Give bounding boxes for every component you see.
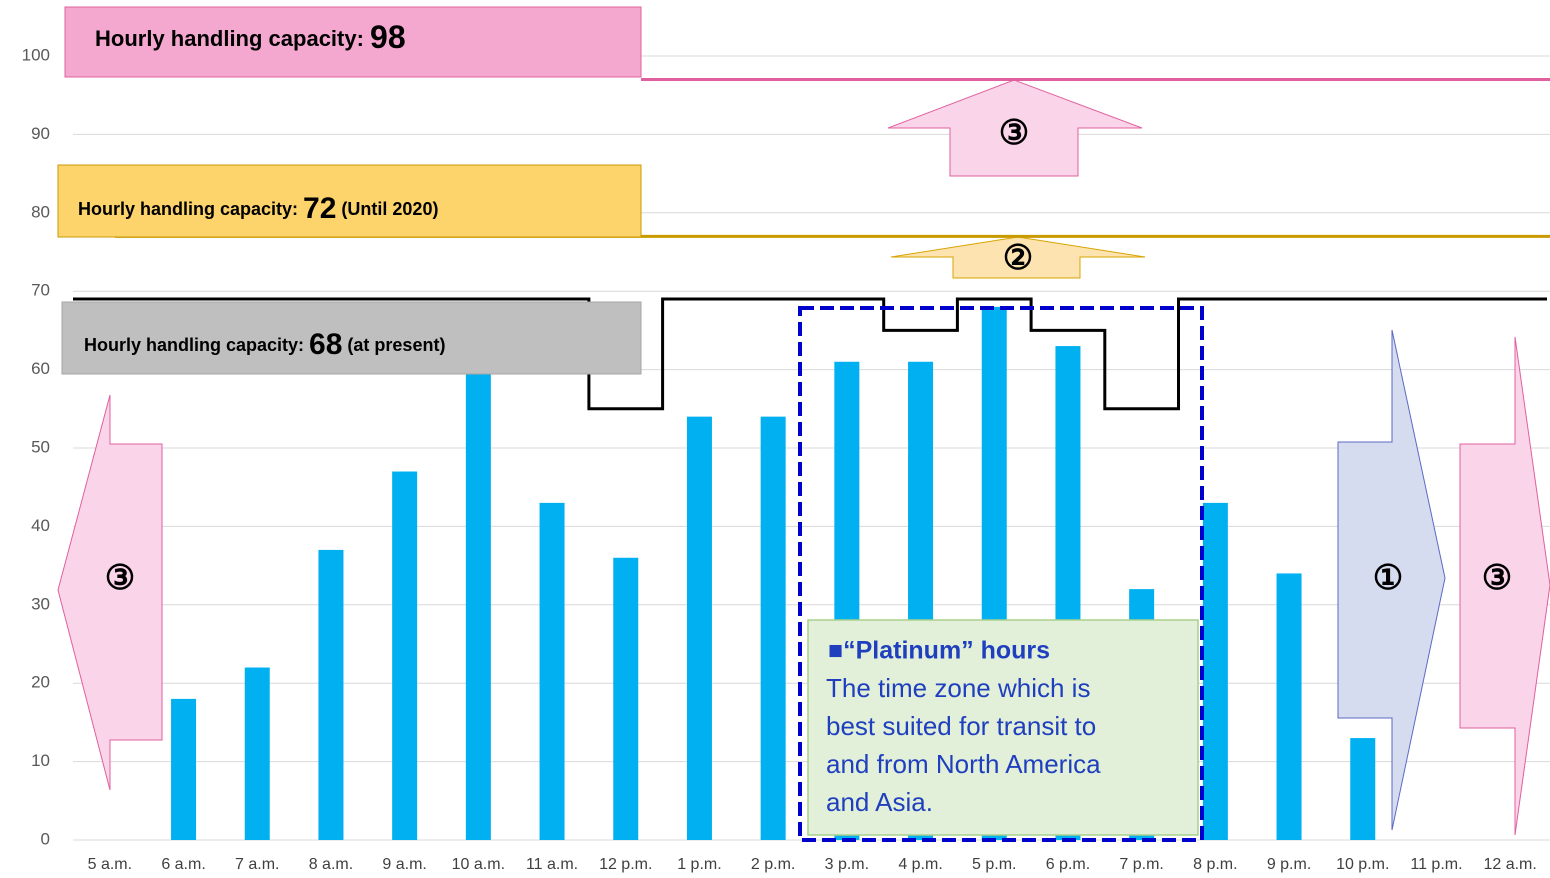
y-tick-label: 40: [31, 516, 50, 535]
y-tick-label: 30: [31, 594, 50, 613]
arrow-label: ③: [105, 559, 135, 597]
y-tick-label: 20: [31, 673, 50, 692]
x-tick-label: 6 a.m.: [161, 856, 205, 873]
y-tick-label: 50: [31, 437, 50, 456]
capacity-label-part: 68: [309, 328, 342, 361]
y-tick-label: 90: [31, 124, 50, 143]
arrow: [1337, 329, 1446, 831]
x-tick-label: 6 p.m.: [1046, 856, 1090, 873]
callout-line: best suited for transit to: [826, 711, 1096, 741]
bar: [760, 416, 786, 840]
y-tick-label: 0: [41, 829, 50, 848]
x-tick-label: 2 p.m.: [751, 856, 795, 873]
x-tick-label: 11 p.m.: [1410, 856, 1462, 873]
x-tick-label: 10 p.m.: [1336, 856, 1389, 873]
bar: [1202, 502, 1228, 840]
arrow-label: ③: [1482, 559, 1512, 597]
arrow-label: ③: [999, 114, 1029, 152]
capacity-label-part: (at present): [342, 335, 445, 355]
x-tick-label: 12 a.m.: [1483, 856, 1536, 873]
x-tick-label: 12 p.m.: [599, 856, 652, 873]
capacity-step-line: [73, 297, 1547, 411]
bar: [318, 549, 344, 840]
capacity-label: Hourly handling capacity: 72 (Until 2020…: [78, 192, 438, 225]
x-tick-label: 10 a.m.: [452, 856, 505, 873]
x-tick-label: 7 p.m.: [1119, 856, 1163, 873]
arrow: [1459, 336, 1550, 836]
x-tick-label: 5 p.m.: [972, 856, 1016, 873]
x-tick-label: 3 p.m.: [825, 856, 869, 873]
capacity-label-part: Hourly handling capacity:: [78, 199, 303, 219]
bar: [171, 698, 197, 840]
capacity-label-part: Hourly handling capacity:: [84, 335, 309, 355]
callout-box: [807, 619, 1199, 836]
y-tick-label: 10: [31, 751, 50, 770]
x-tick-label: 9 p.m.: [1267, 856, 1311, 873]
capacity-label-box: [64, 6, 642, 78]
y-tick-label: 60: [31, 359, 50, 378]
capacity-label-part: 98: [370, 19, 406, 55]
x-tick-label: 5 a.m.: [88, 856, 132, 873]
callout-line: and from North America: [826, 749, 1101, 779]
bar: [613, 557, 639, 840]
capacity-label-part: Hourly handling capacity:: [95, 26, 370, 51]
bar: [465, 369, 491, 840]
y-tick-label: 80: [31, 202, 50, 221]
capacity-label: Hourly handling capacity: 68 (at present…: [84, 328, 445, 361]
bar: [539, 502, 565, 840]
bar: [1276, 573, 1302, 840]
capacity-label-box: [61, 301, 642, 375]
bar: [392, 471, 418, 840]
x-tick-label: 4 p.m.: [898, 856, 942, 873]
callout-line: The time zone which is: [826, 673, 1090, 703]
arrow-label: ②: [1003, 239, 1033, 277]
arrow: [57, 394, 163, 791]
callout-heading: ■“Platinum” hours: [828, 637, 1050, 665]
platinum-box: [798, 306, 1204, 842]
arrow: [887, 79, 1143, 177]
capacity-label-box: [57, 164, 642, 238]
arrow: [890, 236, 1146, 279]
x-tick-label: 8 a.m.: [309, 856, 353, 873]
y-tick-label: 70: [31, 281, 50, 300]
capacity-label: Hourly handling capacity: 98: [95, 19, 406, 55]
capacity-label-part: (Until 2020): [336, 199, 438, 219]
x-tick-label: 11 a.m.: [526, 856, 578, 873]
x-tick-label: 1 p.m.: [677, 856, 721, 873]
callout-line: and Asia.: [826, 787, 933, 817]
x-tick-label: 9 a.m.: [382, 856, 426, 873]
arrow-label: ①: [1373, 559, 1403, 597]
x-tick-label: 7 a.m.: [235, 856, 279, 873]
bar: [1350, 738, 1376, 840]
x-tick-label: 8 p.m.: [1193, 856, 1237, 873]
bar: [686, 416, 712, 840]
bar: [244, 667, 270, 840]
capacity-label-part: 72: [303, 192, 336, 225]
y-tick-label: 100: [22, 45, 50, 64]
